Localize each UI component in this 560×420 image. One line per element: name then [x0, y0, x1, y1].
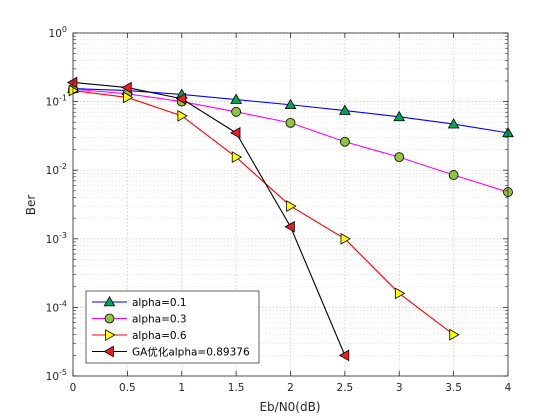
data-point — [284, 220, 295, 233]
y-axis-label: Ber — [24, 195, 38, 216]
data-point — [447, 118, 460, 129]
legend-item: GA优化alpha=0.89376 — [92, 346, 250, 359]
y-tick-label: 10-3 — [46, 231, 67, 246]
legend: alpha=0.1 alpha=0.3 alpha=0.6 GA优化alpha=0.8… — [85, 290, 260, 364]
data-point — [284, 98, 297, 110]
series-3 — [68, 84, 460, 341]
data-point — [448, 170, 459, 180]
data-point — [285, 117, 296, 128]
y-tick-label: 10-1 — [46, 94, 67, 109]
y-tick-label: 100 — [49, 25, 67, 40]
series-line — [72, 89, 454, 336]
data-point — [175, 92, 187, 105]
data-point — [338, 349, 350, 362]
series-layer — [66, 76, 514, 362]
legend-label: alpha=0.3 — [132, 314, 187, 326]
data-point — [340, 232, 351, 245]
data-point — [393, 110, 406, 122]
legend-marker — [104, 313, 115, 324]
y-tick-label: 10-5 — [46, 368, 67, 383]
legend-item: alpha=0.1 — [92, 295, 187, 309]
axis-ticks: 100 10-1 10-2 10-3 10-4 10-50 0.5 1 1.5 2 2.5 3 3.5 4 — [46, 25, 512, 394]
x-tick-label: 4 — [505, 382, 512, 394]
legend-marker — [103, 295, 116, 307]
x-tick-label: 3.5 — [445, 382, 462, 394]
data-point — [68, 84, 80, 97]
x-axis-label: Eb/N0(dB) — [259, 400, 320, 414]
data-point — [394, 287, 406, 300]
legend-label: alpha=0.1 — [132, 297, 187, 309]
x-tick-label: 1.5 — [228, 382, 245, 394]
legend-item: alpha=0.3 — [92, 314, 187, 326]
data-point — [121, 81, 132, 94]
data-point — [177, 109, 188, 122]
data-point — [231, 106, 242, 117]
data-point — [123, 91, 134, 104]
legend-marker — [105, 329, 116, 341]
series-line — [72, 81, 346, 356]
data-point — [394, 152, 405, 163]
legend-marker — [103, 345, 114, 358]
x-tick-label: 2 — [287, 382, 294, 394]
x-tick-label: 1 — [178, 382, 185, 394]
series-4 — [66, 76, 350, 362]
legend-label: GA优化alpha=0.89376 — [132, 346, 250, 359]
legend-label: alpha=0.6 — [132, 330, 187, 342]
legend-item: alpha=0.6 — [92, 329, 187, 342]
data-point — [230, 93, 243, 104]
x-tick-label: 0.5 — [119, 382, 136, 394]
data-point — [230, 126, 241, 139]
x-tick-label: 0 — [70, 382, 77, 394]
y-tick-label: 10-2 — [46, 162, 67, 177]
data-point — [66, 76, 78, 89]
x-tick-label: 2.5 — [337, 382, 354, 394]
data-point — [339, 136, 350, 147]
data-point — [286, 200, 297, 212]
data-point — [231, 151, 243, 164]
x-tick-label: 3 — [396, 382, 403, 394]
series-2 — [68, 84, 513, 197]
y-tick-label: 10-4 — [46, 299, 67, 314]
data-point — [449, 328, 460, 341]
data-point — [338, 104, 351, 115]
